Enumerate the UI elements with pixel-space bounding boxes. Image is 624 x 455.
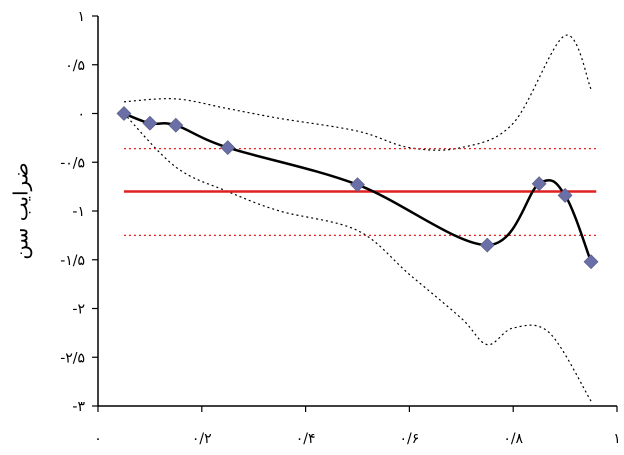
x-tick-label-5: ۱ [613,431,621,447]
y-tick-label-5: -۱/۵ [60,253,85,269]
x-tick-label-0: ۰ [94,431,102,447]
chart-main-line [123,112,593,263]
chart-axes [97,16,617,407]
x-tick-label-2: ۰/۴ [296,431,316,447]
data-point-7 [557,187,573,203]
x-tick-label-3: ۰/۶ [400,431,420,447]
chart-reference-lines [123,148,597,236]
data-point-2 [168,117,184,133]
series-upper-band [123,34,592,151]
data-point-3 [220,140,236,156]
x-tick-label-4: ۰/۸ [503,431,523,447]
y-tick-label-6: -۲ [72,302,85,318]
x-tick-label-1: ۰/۲ [192,431,212,447]
data-point-6 [531,176,547,192]
data-point-5 [479,237,495,253]
data-point-8 [583,254,599,270]
y-tick-label-0: ۱ [77,9,85,25]
data-point-0 [116,106,132,121]
y-tick-label-1: ۰/۵ [65,58,85,74]
y-tick-label-3: -۰/۵ [60,155,85,171]
series-estimate-line [123,112,593,263]
data-point-4 [350,177,365,193]
y-tick-label-8: -۳ [72,399,85,415]
chart-ticks: ۱ ۰/۵ ۰ -۰/۵ -۱ -۱/۵ -۲ -۲/۵ -۳ ۰ ۰/۲ ۰/۴ ۰/۶ ۰/۸ ۱ [60,9,621,447]
series-lower-band [123,113,592,402]
chart-bands [123,34,592,402]
data-point-1 [142,115,158,131]
chart-markers [116,106,599,270]
y-axis-label: ضرایب سن [9,162,33,259]
y-tick-label-4: -۱ [72,204,85,220]
y-tick-label-2: ۰ [77,107,85,123]
y-tick-label-7: -۲/۵ [60,350,85,366]
